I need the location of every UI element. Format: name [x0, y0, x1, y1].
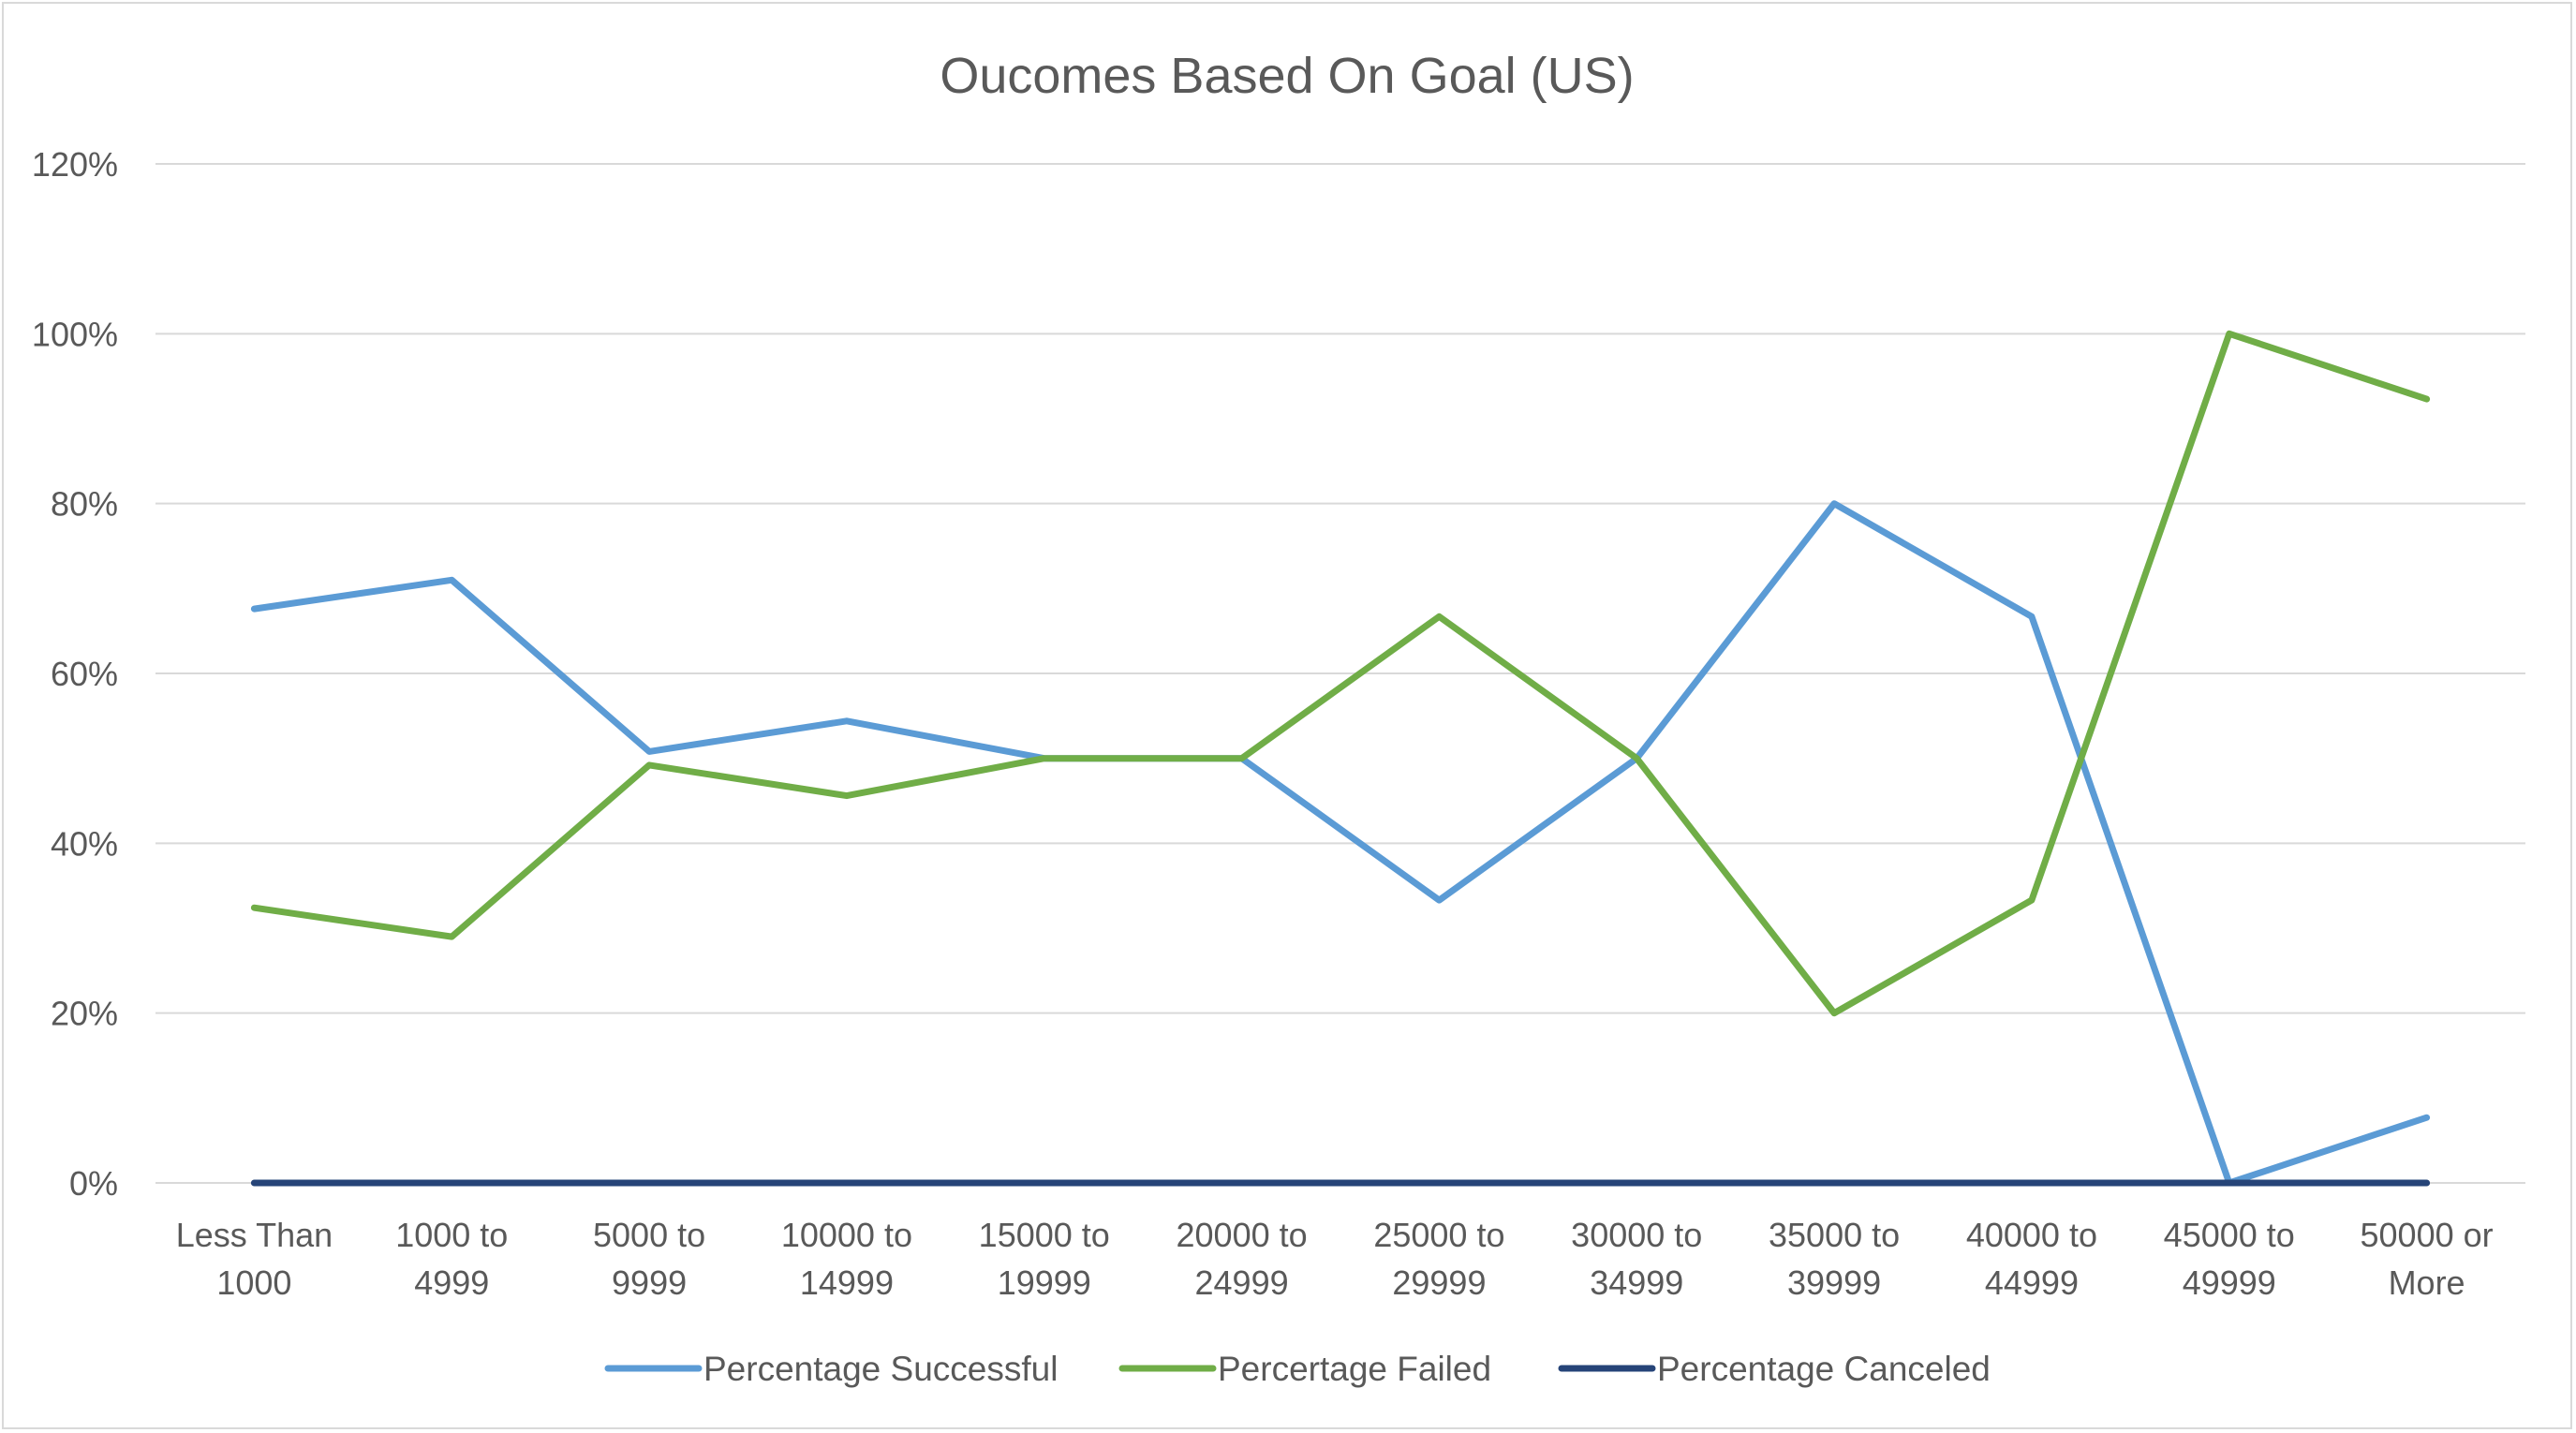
legend: Percentage Successful Percertage Failed Pe…	[604, 1350, 1991, 1388]
y-tick-label: 80%	[51, 485, 118, 524]
x-axis-ticks: Less Than 1000 1000 to 4999 5000 to 9999 10000…	[176, 1216, 2494, 1302]
legend-label: Percentage Successful	[703, 1350, 1058, 1388]
x-tick-label-line: 15000 to	[979, 1216, 1110, 1254]
x-tick-label: 15000 to 19999	[979, 1216, 1110, 1302]
x-tick-label-line: 19999	[998, 1263, 1091, 1302]
y-tick-label: 0%	[69, 1164, 118, 1203]
x-tick-label-line: 45000 to	[2164, 1216, 2295, 1254]
x-tick-label-line: 14999	[800, 1263, 894, 1302]
x-tick-label-line: 34999	[1590, 1263, 1683, 1302]
series-lines	[250, 330, 2431, 1187]
x-tick-label: 50000 or More	[2361, 1216, 2494, 1302]
x-tick-label-line: 39999	[1787, 1263, 1881, 1302]
x-tick-label-line: 44999	[1985, 1263, 2079, 1302]
series-line-2	[250, 330, 2431, 1017]
x-tick-label-line: 50000 or	[2361, 1216, 2494, 1254]
legend-label: Percertage Failed	[1218, 1350, 1491, 1388]
x-tick-label: 25000 to 29999	[1373, 1216, 1504, 1302]
y-axis-ticks: 0% 20% 40% 60% 80% 100% 120%	[32, 145, 118, 1203]
x-tick-label-line: 1000 to	[395, 1216, 508, 1254]
x-tick-label-line: Less Than	[176, 1216, 333, 1254]
y-tick-label: 60%	[51, 655, 118, 693]
y-tick-label: 40%	[51, 824, 118, 863]
x-tick-label-line: More	[2389, 1263, 2465, 1302]
x-tick-label-line: 10000 to	[781, 1216, 912, 1254]
x-tick-label-line: 30000 to	[1571, 1216, 1702, 1254]
x-tick-label-line: 35000 to	[1769, 1216, 1900, 1254]
legend-label: Percentage Canceled	[1657, 1350, 1991, 1388]
x-tick-label: Less Than 1000	[176, 1216, 333, 1302]
y-tick-label: 100%	[32, 315, 118, 353]
x-tick-label-line: 25000 to	[1373, 1216, 1504, 1254]
x-tick-label-line: 9999	[612, 1263, 687, 1302]
x-tick-label: 1000 to 4999	[395, 1216, 508, 1302]
x-tick-label-line: 24999	[1195, 1263, 1289, 1302]
x-tick-label-line: 4999	[414, 1263, 489, 1302]
x-tick-label-line: 49999	[2183, 1263, 2276, 1302]
x-tick-label: 35000 to 39999	[1769, 1216, 1900, 1302]
chart-title: Oucomes Based On Goal (US)	[940, 48, 1634, 104]
y-tick-label: 20%	[51, 995, 118, 1033]
x-tick-label: 20000 to 24999	[1177, 1216, 1308, 1302]
x-tick-label-line: 20000 to	[1177, 1216, 1308, 1254]
series-line-1	[250, 500, 2431, 1187]
x-tick-label-line: 1000	[216, 1263, 291, 1302]
line-chart: Oucomes Based On Goal (US) 0% 20% 40% 60% 80…	[32, 48, 2525, 1388]
x-tick-label: 10000 to 14999	[781, 1216, 912, 1302]
x-tick-label-line: 29999	[1392, 1263, 1486, 1302]
x-tick-label-line: 5000 to	[593, 1216, 705, 1254]
x-tick-label: 30000 to 34999	[1571, 1216, 1702, 1302]
x-tick-label-line: 40000 to	[1966, 1216, 2097, 1254]
x-tick-label: 40000 to 44999	[1966, 1216, 2097, 1302]
x-tick-label: 5000 to 9999	[593, 1216, 705, 1302]
x-tick-label: 45000 to 49999	[2164, 1216, 2295, 1302]
grid-lines	[155, 163, 2525, 1184]
y-tick-label: 120%	[32, 145, 118, 184]
